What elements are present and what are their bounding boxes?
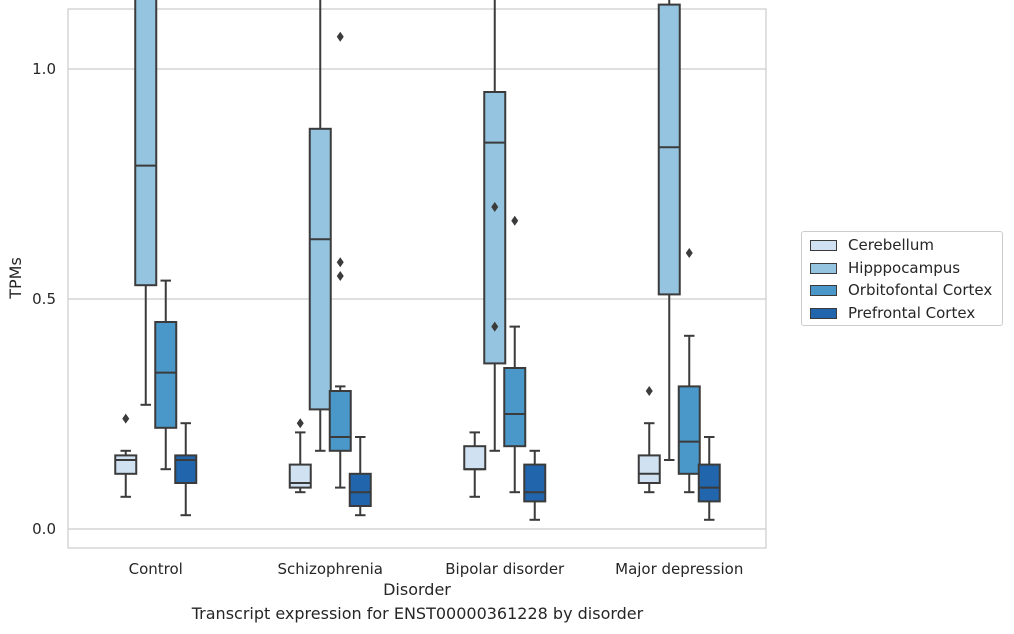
box-hipppocampus (134, 0, 158, 406)
gridlines (68, 68, 766, 530)
legend-swatch-hippocampus (810, 262, 837, 274)
x-tick-label: Bipolar disorder (445, 560, 565, 578)
legend: Cerebellum Hipppocampus Orbitofontal Cor… (801, 231, 1003, 326)
legend-label-orbitofrontal: Orbitofontal Cortex (848, 281, 993, 299)
outlier-point (491, 321, 499, 332)
y-axis-label: TPMs (6, 257, 25, 300)
box-iqr (697, 463, 721, 503)
outlier-point (511, 215, 519, 226)
box-iqr (483, 91, 507, 365)
box-hipppocampus (308, 0, 332, 452)
box-iqr (657, 3, 681, 296)
outlier-point (296, 418, 304, 429)
y-tick-label: 0.0 (32, 520, 56, 538)
box-hipppocampus (483, 0, 507, 452)
legend-label-hippocampus: Hipppocampus (848, 259, 961, 277)
box-iqr (328, 390, 352, 452)
legend-label-cerebellum: Cerebellum (848, 236, 934, 254)
outlier-point (645, 386, 653, 396)
box-cerebellum (114, 413, 138, 498)
x-tick-label: Schizophrenia (278, 560, 383, 578)
box-hipppocampus (657, 0, 681, 461)
legend-swatch-cerebellum (810, 239, 837, 251)
legend-item-prefrontal: Prefrontal Cortex (810, 303, 975, 323)
box-iqr (463, 445, 487, 471)
box-prefrontal-cortex (697, 436, 721, 521)
box-series (114, 0, 721, 521)
outlier-point (336, 271, 344, 281)
box-iqr (523, 463, 547, 503)
figure-caption: Transcript expression for ENST0000036122… (191, 604, 644, 623)
box-orbitofontal-cortex (154, 279, 178, 471)
legend-item-orbitofrontal: Orbitofontal Cortex (810, 280, 992, 300)
outlier-point (685, 248, 693, 258)
outlier-point (336, 31, 344, 42)
outlier-point (491, 202, 499, 212)
box-iqr (174, 454, 198, 484)
y-tick-labels: 0.00.51.01.52.0 (32, 60, 56, 538)
x-tick-label: Control (129, 560, 183, 578)
box-prefrontal-cortex (348, 436, 372, 517)
legend-label-prefrontal: Prefrontal Cortex (848, 304, 976, 322)
box-iqr (503, 367, 527, 448)
x-axis-label: Disorder (383, 580, 451, 599)
box-iqr (134, 0, 158, 287)
legend-item-cerebellum: Cerebellum (810, 235, 934, 255)
box-iqr (154, 321, 178, 429)
box-cerebellum (463, 431, 487, 498)
box-orbitofontal-cortex (503, 215, 527, 494)
box-orbitofontal-cortex (677, 248, 701, 494)
y-tick-label: 0.5 (32, 290, 56, 308)
outlier-point (122, 413, 130, 424)
box-iqr (677, 385, 701, 475)
box-cerebellum (637, 386, 661, 494)
box-iqr (348, 472, 372, 507)
legend-swatch-prefrontal (810, 307, 837, 319)
legend-swatch-orbitofrontal (810, 284, 837, 296)
box-iqr (637, 454, 661, 484)
x-tick-label: Major depression (615, 560, 743, 578)
legend-item-hippocampus: Hipppocampus (810, 258, 960, 278)
box-iqr (308, 127, 332, 411)
box-iqr (114, 454, 138, 475)
box-iqr (288, 463, 312, 489)
box-prefrontal-cortex (174, 422, 198, 517)
box-cerebellum (288, 418, 312, 494)
y-tick-label: 1.0 (32, 60, 56, 78)
box-orbitofontal-cortex (328, 31, 352, 489)
x-tick-labels: Control Schizophrenia Bipolar disorder Majo… (129, 560, 744, 578)
outlier-point (336, 257, 344, 268)
box-prefrontal-cortex (523, 449, 547, 521)
